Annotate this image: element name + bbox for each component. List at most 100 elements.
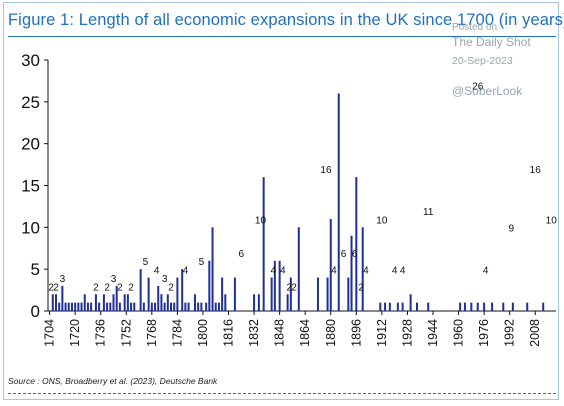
bar <box>384 302 387 311</box>
bar <box>90 302 93 311</box>
title-divider <box>8 36 556 37</box>
bar <box>54 294 57 311</box>
x-tick-label: 1832 <box>247 319 261 347</box>
bar <box>337 93 340 311</box>
bar <box>181 269 184 311</box>
bar <box>297 227 300 311</box>
x-tick-label: 1720 <box>68 319 82 347</box>
data-label: 16 <box>530 165 542 176</box>
x-tick-label: 1704 <box>43 319 57 347</box>
y-tick-label: 5 <box>31 260 40 279</box>
bottom-divider <box>8 393 556 397</box>
x-tick-label: 1880 <box>324 319 338 347</box>
bar <box>511 302 514 311</box>
bar <box>200 302 203 311</box>
data-label: 2 <box>358 282 364 293</box>
bar <box>262 177 265 311</box>
data-label: 9 <box>508 224 514 235</box>
bar <box>139 269 142 311</box>
bar <box>483 302 486 311</box>
data-label: 3 <box>111 274 117 285</box>
data-label: 4 <box>154 266 160 277</box>
bar <box>270 277 273 311</box>
x-tick-label: 1784 <box>170 319 184 347</box>
bar <box>286 294 289 311</box>
bar <box>463 302 466 311</box>
data-label: 16 <box>320 165 332 176</box>
bar <box>176 277 179 311</box>
bar <box>94 294 97 311</box>
bar <box>80 302 83 311</box>
data-label: 4 <box>483 266 489 277</box>
data-label: 10 <box>255 215 267 226</box>
y-tick-label: 25 <box>21 93 40 112</box>
bar <box>163 302 166 311</box>
data-label: 4 <box>183 266 189 277</box>
bar <box>205 302 208 311</box>
data-label: 3 <box>60 274 66 285</box>
data-label: 11 <box>423 207 434 218</box>
data-label: 6 <box>352 249 358 260</box>
bar <box>329 218 332 311</box>
bar <box>150 302 153 311</box>
bar <box>130 302 133 311</box>
bar <box>166 294 169 311</box>
bar <box>289 277 292 311</box>
bar <box>326 277 329 311</box>
data-label: 2 <box>48 282 54 293</box>
data-label: 26 <box>472 81 484 92</box>
bar <box>409 294 412 311</box>
data-label: 4 <box>363 266 369 277</box>
data-label: 2 <box>286 282 292 293</box>
bar <box>184 302 187 311</box>
data-label: 4 <box>400 266 406 277</box>
data-label: 5 <box>143 257 149 268</box>
data-label: 6 <box>239 249 245 260</box>
bar <box>355 177 358 311</box>
x-tick-label: 1800 <box>196 319 210 347</box>
data-label: 2 <box>291 282 297 293</box>
bar <box>470 302 473 311</box>
x-tick-label: 1896 <box>349 319 363 347</box>
bar <box>102 294 105 311</box>
bar <box>58 302 61 311</box>
x-tick-label: 1992 <box>503 319 517 347</box>
data-label: 4 <box>280 266 286 277</box>
bar <box>491 302 494 311</box>
bar <box>221 277 224 311</box>
bar <box>86 302 89 311</box>
watermark-handle: @SoberLook <box>452 84 523 98</box>
data-label: 2 <box>168 282 174 293</box>
bar <box>257 294 260 311</box>
bar <box>106 302 109 311</box>
bar <box>173 302 176 311</box>
bar <box>316 277 319 311</box>
y-tick-label: 30 <box>21 51 40 70</box>
x-tick-label: 1944 <box>426 319 440 347</box>
x-tick-label: 2008 <box>528 319 542 347</box>
bar <box>170 302 173 311</box>
bar <box>350 235 353 311</box>
bar <box>388 302 391 311</box>
bar <box>74 302 77 311</box>
bar <box>133 302 136 311</box>
bar <box>197 302 200 311</box>
watermark-date: 20-Sep-2023 <box>452 55 513 67</box>
bar <box>70 302 73 311</box>
bar <box>208 260 211 311</box>
data-label: 2 <box>53 282 59 293</box>
chart-title: Figure 1: Length of all economic expansi… <box>8 11 564 29</box>
bar <box>273 260 276 311</box>
bar <box>361 227 364 311</box>
bar <box>502 302 505 311</box>
bar <box>396 302 399 311</box>
x-tick-label: 1816 <box>222 319 236 347</box>
watermark-site: The Daily Shot <box>452 35 531 49</box>
data-label: 4 <box>392 266 398 277</box>
bar <box>157 285 160 311</box>
bar <box>278 260 281 311</box>
bar <box>118 302 121 311</box>
bar <box>64 302 67 311</box>
bar <box>123 294 126 311</box>
